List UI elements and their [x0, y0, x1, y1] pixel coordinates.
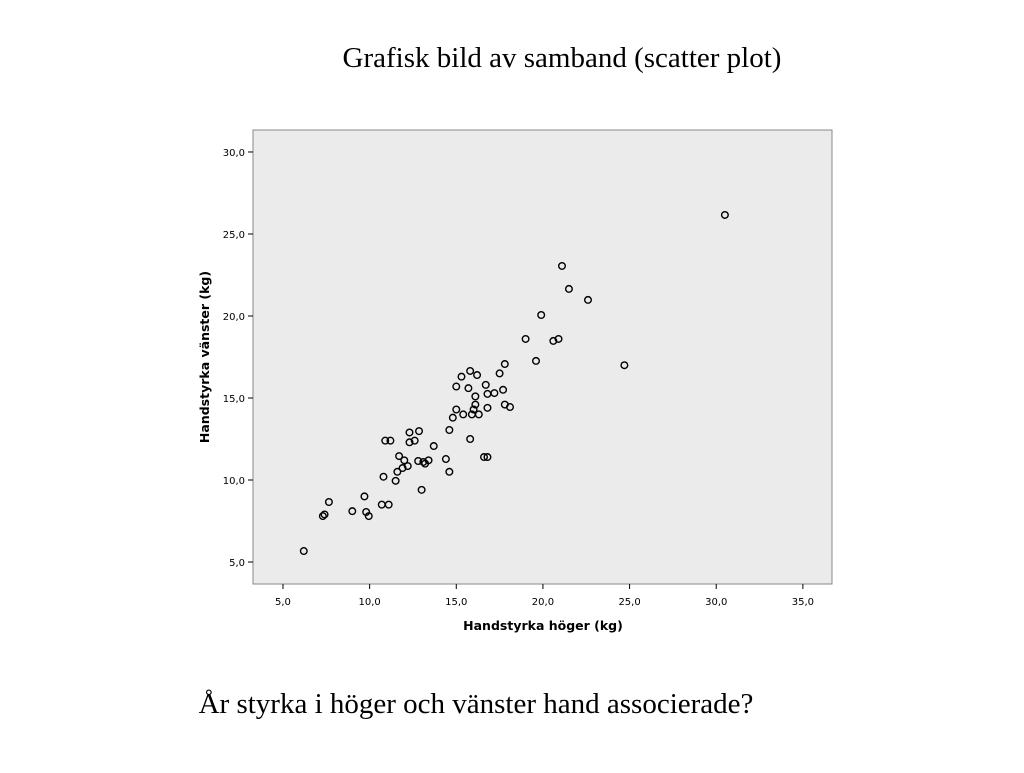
point	[320, 510, 329, 519]
point	[521, 334, 530, 343]
x-tick-label: 20,0	[532, 597, 554, 608]
point	[564, 284, 573, 293]
point	[405, 438, 414, 447]
point	[464, 384, 473, 393]
point	[471, 400, 480, 409]
point	[379, 472, 388, 481]
point	[414, 456, 423, 465]
point	[403, 462, 412, 471]
x-tick-label: 35,0	[792, 597, 814, 608]
point	[318, 512, 327, 521]
point	[429, 442, 438, 451]
x-tick-label: 15,0	[445, 597, 467, 608]
point	[445, 425, 454, 434]
point	[557, 261, 566, 270]
point	[466, 366, 475, 375]
point	[299, 547, 308, 556]
point	[469, 405, 478, 414]
point	[457, 372, 466, 381]
point	[554, 334, 563, 343]
point	[398, 464, 407, 473]
point	[445, 467, 454, 476]
point	[384, 500, 393, 509]
point	[532, 356, 541, 365]
y-tick-label: 5,0	[229, 558, 245, 569]
point	[452, 382, 461, 391]
point	[620, 361, 629, 370]
point	[471, 392, 480, 401]
point	[386, 436, 395, 445]
point	[483, 403, 492, 412]
point	[500, 360, 509, 369]
point	[419, 457, 428, 466]
point	[381, 436, 390, 445]
point	[395, 452, 404, 461]
point	[495, 369, 504, 378]
point	[459, 410, 468, 419]
point	[480, 453, 489, 462]
y-tick-label: 25,0	[223, 230, 245, 241]
point	[424, 456, 433, 465]
plot-area	[252, 129, 833, 585]
point	[499, 385, 508, 394]
point	[490, 389, 499, 398]
x-tick-label: 5,0	[275, 597, 291, 608]
point	[537, 311, 546, 320]
y-tick-label: 20,0	[223, 312, 245, 323]
point	[583, 295, 592, 304]
point	[473, 371, 482, 380]
point	[452, 405, 461, 414]
point	[481, 380, 490, 389]
y-axis-label: Handstyrka vänster (kg)	[197, 271, 212, 443]
y-tick-label: 15,0	[223, 394, 245, 405]
point	[393, 467, 402, 476]
point	[441, 455, 450, 464]
point	[410, 436, 419, 445]
point	[360, 492, 369, 501]
point	[549, 336, 558, 345]
slide-title: Grafisk bild av samband (scatter plot)	[343, 42, 782, 74]
x-tick-label: 10,0	[358, 597, 380, 608]
point	[324, 497, 333, 506]
point	[391, 476, 400, 485]
point	[720, 210, 729, 219]
y-tick-label: 10,0	[223, 476, 245, 487]
point	[417, 485, 426, 494]
point	[405, 428, 414, 437]
point	[415, 427, 424, 436]
x-tick-label: 25,0	[618, 597, 640, 608]
point	[364, 512, 373, 521]
x-tick-label: 30,0	[705, 597, 727, 608]
point	[466, 435, 475, 444]
point	[348, 507, 357, 516]
point	[400, 456, 409, 465]
caption: År styrka i höger och vänster hand assoc…	[199, 688, 754, 720]
x-axis-label: Handstyrka höger (kg)	[463, 618, 623, 633]
point	[483, 453, 492, 462]
point	[474, 410, 483, 419]
point	[506, 403, 515, 412]
y-tick-label: 30,0	[223, 148, 245, 159]
point	[448, 413, 457, 422]
